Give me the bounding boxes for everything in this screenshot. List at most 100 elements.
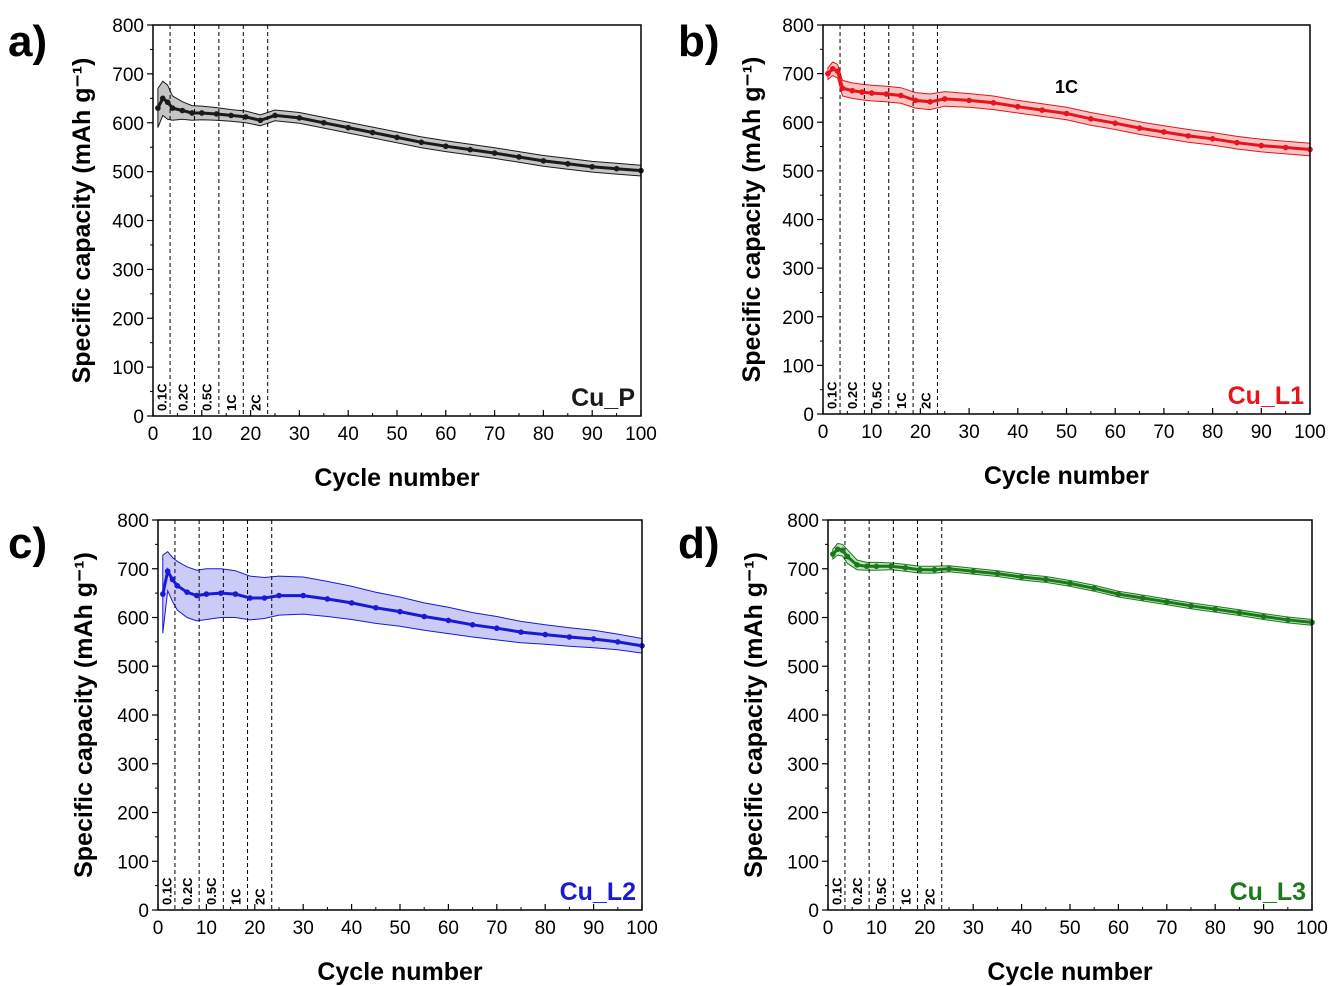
data-point xyxy=(917,566,923,573)
rate-label: 0.1C xyxy=(825,381,840,409)
rate-label: 1C xyxy=(898,888,913,905)
data-point xyxy=(1015,103,1021,110)
y-tick-label: 400 xyxy=(787,706,819,727)
chart-panel-d: 0.1C 0.2C 0.5C 1C 2C 0 10 20 30 40 50 60 70 80 90 100 0 1… xyxy=(678,511,1328,986)
sample-label: Cu_L3 xyxy=(1230,878,1306,906)
data-point xyxy=(261,595,268,601)
data-point xyxy=(1164,599,1170,605)
data-point xyxy=(1043,576,1049,583)
x-tick-label: 10 xyxy=(196,918,217,939)
x-tick-label: 30 xyxy=(959,422,980,443)
data-point xyxy=(859,89,865,95)
data-point xyxy=(174,583,181,589)
data-point xyxy=(169,105,176,111)
data-point xyxy=(159,95,166,102)
data-point xyxy=(849,87,856,94)
data-point xyxy=(540,158,547,164)
x-tick-label: 90 xyxy=(1253,918,1274,939)
x-tick-label: 80 xyxy=(533,424,554,445)
data-point xyxy=(272,112,278,119)
data-point xyxy=(1185,133,1192,139)
x-tick-label: 100 xyxy=(626,918,658,939)
data-point xyxy=(184,589,190,595)
data-point xyxy=(345,124,352,131)
data-point xyxy=(491,150,498,156)
y-tick-label: 800 xyxy=(787,511,819,532)
rate-label: 0.1C xyxy=(829,877,844,905)
data-point xyxy=(854,562,860,568)
data-point xyxy=(213,111,220,117)
x-tick-label: 60 xyxy=(438,918,459,939)
y-tick-label: 300 xyxy=(112,260,144,281)
data-point xyxy=(321,119,327,126)
data-point xyxy=(565,161,571,167)
data-point xyxy=(369,129,376,136)
x-axis-title: Cycle number xyxy=(314,464,480,492)
x-tick-label: 90 xyxy=(583,918,604,939)
y-tick-label: 500 xyxy=(112,163,144,184)
sample-label: Cu_L1 xyxy=(1228,382,1305,410)
data-point xyxy=(242,114,249,120)
x-tick-label: 10 xyxy=(866,918,887,939)
x-tick-label: 100 xyxy=(625,424,657,445)
data-point xyxy=(825,70,831,77)
y-tick-label: 0 xyxy=(808,901,819,922)
rate-label: 0.5C xyxy=(874,877,889,905)
plot-frame xyxy=(152,24,642,417)
data-point xyxy=(829,65,836,72)
y-axis-title: Specific capacity (mAh g⁻¹) xyxy=(68,58,96,384)
rate-label: 0.2C xyxy=(845,381,860,409)
data-point xyxy=(830,551,836,557)
data-point xyxy=(1260,613,1267,620)
data-point xyxy=(941,96,948,102)
data-point xyxy=(1212,606,1218,613)
rate-label: 0.5C xyxy=(200,383,215,411)
x-tick-label: 70 xyxy=(1153,422,1174,443)
data-point xyxy=(931,566,938,573)
data-point xyxy=(300,592,307,599)
data-point xyxy=(1139,595,1146,601)
x-tick-label: 30 xyxy=(293,918,314,939)
chart-panel-a: 0.1C 0.2C 0.5C 1C 2C 0 10 20 30 40 50 60 70 80 90 100 0 1… xyxy=(8,16,657,492)
data-point xyxy=(394,134,400,141)
rate-label: 0.1C xyxy=(159,877,174,905)
data-point xyxy=(516,154,522,160)
data-point xyxy=(199,110,205,116)
y-tick-label: 200 xyxy=(117,804,149,825)
data-point xyxy=(615,639,621,645)
x-tick-label: 70 xyxy=(484,424,505,445)
chart-panel-b: 0.1C 0.2C 0.5C 1C 2C 0 10 20 30 40 50 60 70 80 90 100 0 1… xyxy=(678,16,1326,490)
x-axis-title: Cycle number xyxy=(317,958,483,986)
data-point xyxy=(276,592,282,599)
data-point xyxy=(912,97,919,104)
y-tick-label: 100 xyxy=(787,852,819,873)
y-tick-label: 800 xyxy=(112,16,144,37)
x-tick-label: 50 xyxy=(1056,422,1077,443)
y-tick-label: 600 xyxy=(782,113,814,134)
y-axis-title: Specific capacity (mAh g⁻¹) xyxy=(738,57,766,383)
y-tick-label: 300 xyxy=(787,755,819,776)
x-tick-label: 0 xyxy=(818,422,829,443)
y-tick-label: 400 xyxy=(782,211,814,232)
data-point xyxy=(203,591,210,597)
y-tick-label: 600 xyxy=(117,609,149,630)
data-point xyxy=(193,592,200,599)
data-point xyxy=(834,546,841,553)
x-axis-title: Cycle number xyxy=(987,958,1153,986)
y-tick-label: 100 xyxy=(117,852,149,873)
data-point xyxy=(898,92,904,99)
x-tick-label: 20 xyxy=(240,424,261,445)
data-point xyxy=(566,634,573,640)
data-point xyxy=(1161,129,1167,135)
rate-label: 1C xyxy=(894,392,909,409)
data-point xyxy=(1115,591,1122,597)
data-point xyxy=(296,115,303,121)
y-tick-label: 300 xyxy=(782,259,814,280)
data-point xyxy=(1209,135,1216,142)
data-point xyxy=(373,604,379,611)
y-tick-label: 700 xyxy=(782,65,814,86)
data-point xyxy=(348,600,355,606)
data-point xyxy=(1282,144,1289,151)
data-point xyxy=(590,636,597,642)
data-point xyxy=(1018,574,1025,580)
